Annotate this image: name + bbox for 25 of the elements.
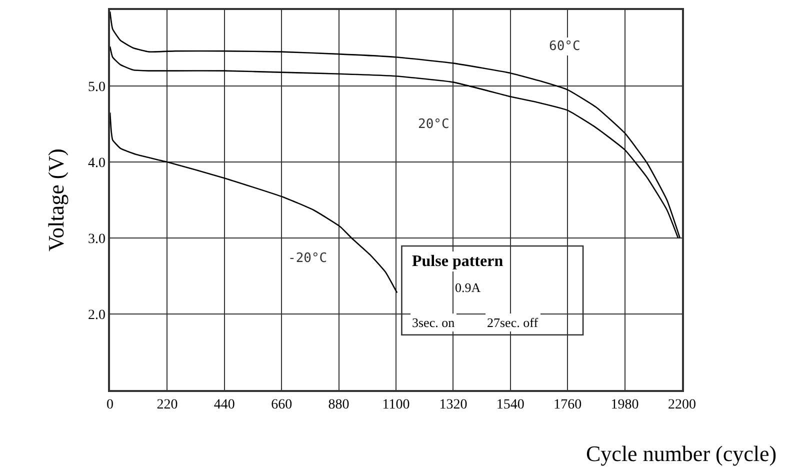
x-tick-label: 880 <box>328 398 350 413</box>
x-tick-label: 440 <box>214 398 235 413</box>
line-series <box>110 112 398 294</box>
y-tick-label: 4.0 <box>88 156 106 171</box>
y-tick-label: 2.0 <box>88 308 106 323</box>
annotation: 27sec. off <box>487 315 539 330</box>
x-tick-label: 1320 <box>439 398 468 413</box>
annotation: 60°C <box>549 39 580 54</box>
y-tick-label: 5.0 <box>88 80 106 95</box>
x-tick-label: 2200 <box>668 398 696 413</box>
x-tick-label: 1540 <box>496 398 524 413</box>
x-axis-title: Cycle number (cycle) <box>586 441 777 466</box>
annotation: 20°C <box>418 117 450 132</box>
x-tick-label: 1760 <box>554 398 582 413</box>
annotation: -20°C <box>288 251 328 266</box>
x-tick-label: 220 <box>156 398 178 413</box>
x-tick-label: 660 <box>271 398 292 413</box>
y-tick-label: 3.0 <box>88 232 106 247</box>
y-axis-title: Voltage (V) <box>43 148 68 252</box>
annotation: 3sec. on <box>412 315 456 330</box>
annotation: Pulse pattern <box>412 253 504 270</box>
x-tick-label: 1980 <box>610 398 639 413</box>
annotation: 0.9A <box>455 280 482 295</box>
x-tick-label: 0 <box>106 398 114 413</box>
x-tick-label: 1100 <box>382 398 410 413</box>
